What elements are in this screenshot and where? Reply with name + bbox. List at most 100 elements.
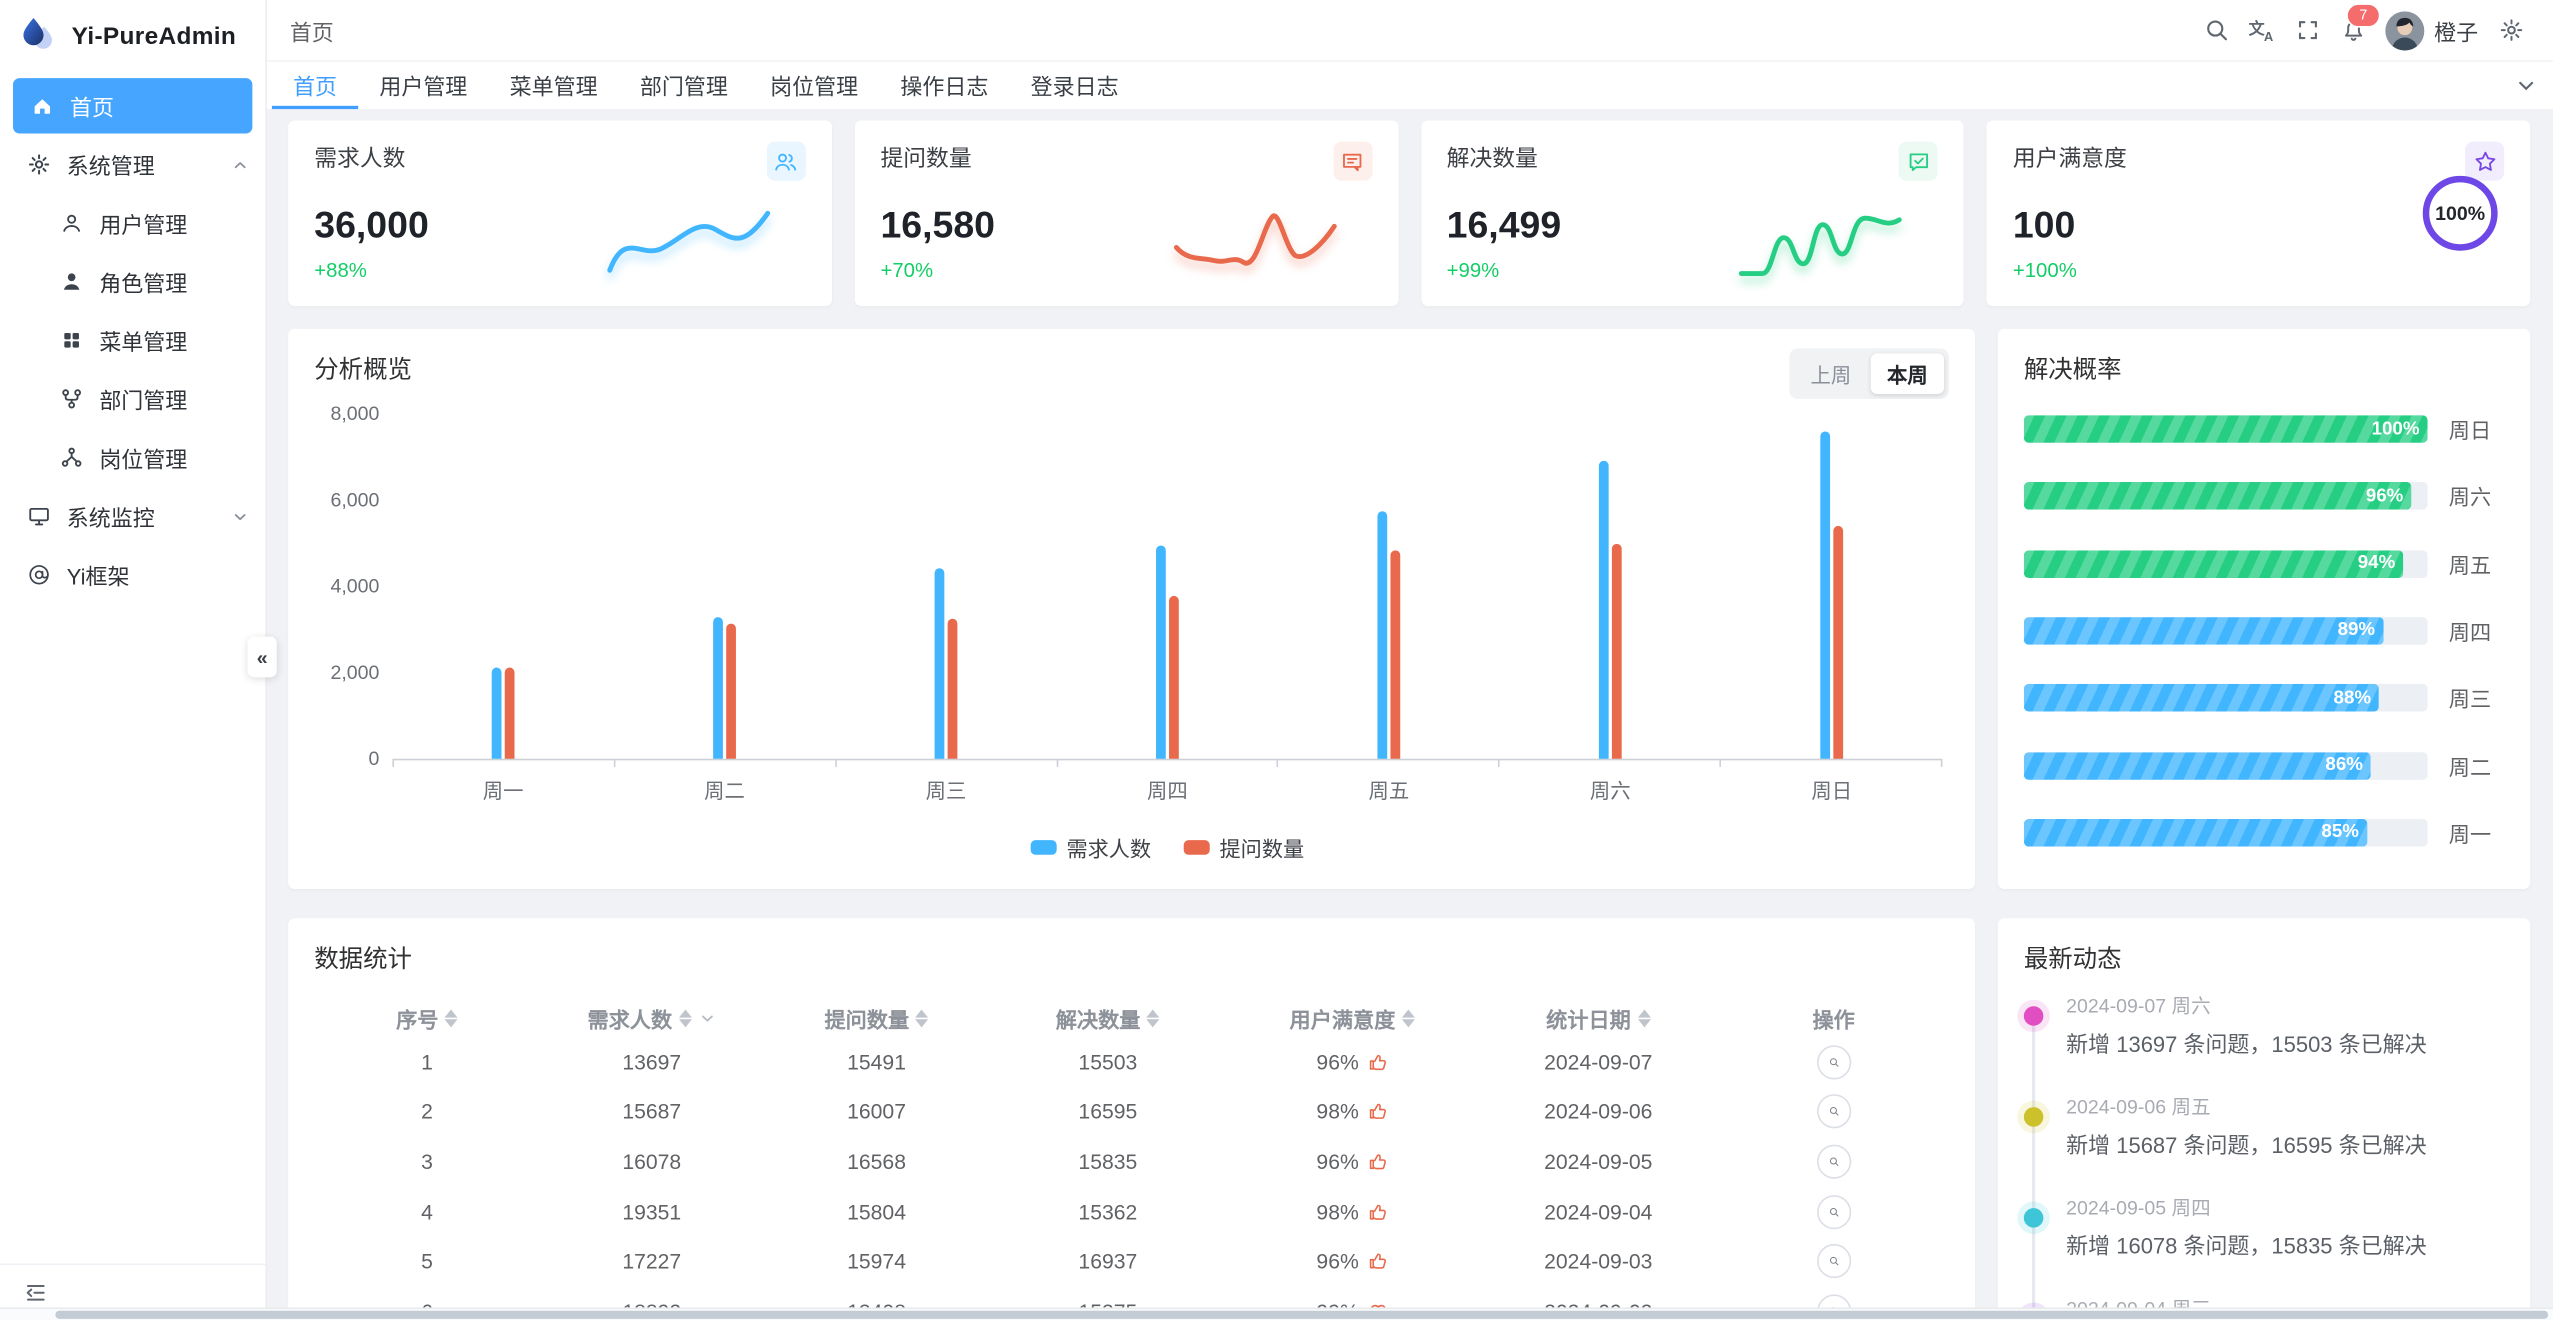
cell-satisfaction: 98%	[1316, 1099, 1359, 1125]
progress-fill: 88%	[2023, 684, 2380, 712]
tabs-menu-chevron-down-icon[interactable]	[2499, 62, 2553, 109]
horizontal-scrollbar-thumb[interactable]	[55, 1310, 2549, 1319]
solve-row-周日: 100% 周日	[2023, 414, 2504, 445]
star-icon	[2465, 141, 2505, 181]
sort-carets-icon[interactable]	[444, 1008, 458, 1027]
sort-carets-icon[interactable]	[1146, 1008, 1160, 1027]
tab-2[interactable]: 菜单管理	[509, 74, 598, 99]
progress-value: 96%	[2365, 486, 2404, 507]
tab-5[interactable]: 操作日志	[900, 74, 989, 99]
table-header-5[interactable]: 统计日期	[1478, 1002, 1718, 1033]
sort-carets-icon[interactable]	[915, 1008, 929, 1027]
timeline-entry-1: 2024-09-06 周五 新增 15687 条问题，16595 条已解决	[2023, 1093, 2504, 1160]
username: 橙子	[2434, 20, 2479, 45]
post-icon	[59, 446, 85, 469]
toggle-last-week[interactable]: 上周	[1810, 364, 1852, 388]
sidebar-item-4[interactable]: 菜单管理	[0, 313, 265, 368]
notification-badge: 7	[2346, 2, 2381, 27]
filter-chevron-down-icon[interactable]	[698, 1009, 716, 1027]
bar-提问数量-周四	[1169, 595, 1179, 759]
bar-提问数量-周三	[947, 618, 958, 759]
sidebar-item-6[interactable]: 岗位管理	[0, 430, 265, 485]
cell-require: 13697	[622, 1049, 682, 1075]
progress-fill: 89%	[2023, 617, 2384, 645]
table-header-4[interactable]: 用户满意度	[1226, 1002, 1478, 1033]
table-header-1[interactable]: 需求人数	[540, 1002, 764, 1033]
tab-3[interactable]: 部门管理	[639, 74, 728, 99]
sidebar-item-label: 部门管理	[99, 389, 188, 414]
bar-group-周六	[1500, 414, 1721, 759]
sidebar-item-3[interactable]: 角色管理	[0, 254, 265, 309]
chevron-up-icon	[231, 155, 249, 173]
view-detail-button[interactable]	[1816, 1044, 1851, 1080]
bar-group-周一	[392, 414, 613, 759]
stat-card-delta: +88%	[314, 258, 367, 282]
sidebar-item-label: 首页	[70, 96, 114, 121]
role-icon	[59, 270, 85, 293]
bell-icon[interactable]: 7	[2330, 2, 2381, 53]
column-label: 用户满意度	[1289, 1007, 1396, 1032]
collapse-sidebar-icon[interactable]	[21, 1278, 50, 1307]
table-header-3[interactable]: 解决数量	[989, 1002, 1226, 1033]
timeline-dot	[2023, 1208, 2044, 1228]
cell-solve: 15362	[1078, 1199, 1138, 1224]
toggle-this-week[interactable]: 本周	[1870, 353, 1945, 395]
sidebar-item-1[interactable]: 系统管理	[0, 137, 265, 192]
app-title: Yi-PureAdmin	[71, 21, 237, 50]
sidebar-item-8[interactable]: Yi框架	[0, 547, 265, 602]
sort-carets-icon[interactable]	[678, 1008, 692, 1027]
analysis-overview-card: 分析概览 上周 本周 8,000 6,000 4,000 2,000 0 周一 周二 周三 周…	[288, 328, 1975, 889]
solve-row-周二: 86% 周二	[2023, 750, 2504, 781]
timeline-date: 2024-09-06 周五	[2066, 1095, 2211, 1119]
search-icon[interactable]	[2193, 7, 2239, 53]
thumb-up-icon	[1367, 1201, 1388, 1222]
progress-label: 周四	[2448, 620, 2492, 645]
cell-require: 17227	[622, 1249, 682, 1274]
tab-0[interactable]: 首页	[271, 62, 359, 110]
progress-label: 周六	[2448, 485, 2492, 511]
table-header-2[interactable]: 提问数量	[764, 1002, 990, 1033]
sidebar-item-2[interactable]: 用户管理	[0, 195, 265, 250]
cell-question: 16007	[847, 1099, 906, 1125]
sort-carets-icon[interactable]	[1637, 1008, 1651, 1027]
tab-4[interactable]: 岗位管理	[770, 74, 859, 99]
view-detail-button[interactable]	[1816, 1144, 1851, 1179]
table-row-1: 1 13697 15491 15503 96% 2024-09-07	[314, 1037, 1949, 1087]
tab-1[interactable]: 用户管理	[379, 74, 468, 99]
fullscreen-icon[interactable]	[2284, 7, 2330, 53]
horizontal-scrollbar	[0, 1307, 2553, 1320]
sort-carets-icon[interactable]	[1401, 1008, 1415, 1027]
x-axis-label: 周四	[1147, 779, 1188, 803]
legend-item-提问数量[interactable]: 提问数量	[1183, 832, 1304, 863]
sidebar-item-0[interactable]: 首页	[13, 78, 253, 134]
cell-date: 2024-09-07	[1544, 1049, 1653, 1075]
timeline-entry-2: 2024-09-05 周四 新增 16078 条问题，15835 条已解决	[2023, 1193, 2504, 1260]
sidebar-collapse-button[interactable]: «	[247, 636, 277, 678]
legend-item-需求人数[interactable]: 需求人数	[1030, 832, 1152, 863]
chat-icon	[1332, 141, 1372, 181]
cell-satisfaction: 96%	[1316, 1049, 1359, 1075]
timeline-date: 2024-09-07 周六	[2066, 994, 2211, 1018]
y-axis-tick-label: 0	[368, 747, 380, 771]
tab-6[interactable]: 登录日志	[1030, 74, 1119, 99]
table-header-0[interactable]: 序号	[314, 1002, 540, 1033]
sidebar-item-5[interactable]: 部门管理	[0, 371, 265, 426]
sparkline-chart	[1173, 213, 1336, 266]
bar-group-周三	[835, 414, 1056, 759]
stat-card-1: 提问数量 16,580 +70%	[854, 120, 1398, 307]
view-detail-button[interactable]	[1816, 1094, 1851, 1129]
bar-提问数量-周六	[1611, 544, 1622, 759]
week-toggle: 上周 本周	[1789, 348, 1949, 399]
sidebar-item-7[interactable]: 系统监控	[0, 488, 265, 543]
view-detail-button[interactable]	[1816, 1244, 1851, 1279]
logo-row[interactable]: Yi-PureAdmin	[0, 0, 265, 72]
view-detail-button[interactable]	[1816, 1194, 1851, 1229]
legend-label: 需求人数	[1066, 836, 1152, 862]
cell-require: 19351	[622, 1199, 682, 1224]
user-menu[interactable]: 橙子	[2376, 10, 2488, 50]
gear-icon[interactable]	[2488, 7, 2534, 53]
bar-需求人数-周四	[1156, 544, 1166, 759]
progress-fill: 94%	[2023, 549, 2404, 578]
